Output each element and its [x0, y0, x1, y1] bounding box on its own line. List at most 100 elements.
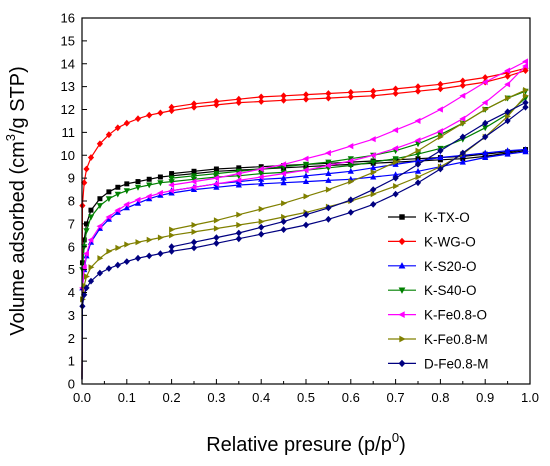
data-point	[213, 171, 220, 177]
data-point	[96, 140, 103, 148]
data-point	[235, 168, 242, 175]
data-point	[482, 106, 489, 113]
data-point	[83, 250, 89, 257]
data-point	[414, 161, 422, 168]
data-point	[302, 211, 310, 219]
data-point	[190, 178, 197, 185]
legend-entry: K-Fe0.8-M	[388, 332, 488, 347]
data-point	[191, 228, 198, 235]
data-point	[81, 291, 88, 299]
y-tick-label: 7	[68, 216, 75, 231]
data-point	[392, 171, 399, 178]
legend-marker	[399, 214, 405, 220]
data-point	[392, 161, 399, 167]
data-point	[482, 154, 489, 160]
x-tick-label: 0.4	[252, 390, 270, 405]
data-point	[190, 176, 198, 183]
data-point	[123, 258, 130, 265]
data-point	[325, 159, 332, 166]
data-point	[168, 187, 175, 194]
data-point	[157, 109, 164, 117]
data-point	[83, 228, 90, 235]
y-tick-label: 1	[68, 354, 75, 369]
data-point	[236, 221, 243, 229]
y-tick-label: 16	[61, 11, 75, 26]
data-point	[437, 106, 443, 113]
y-tick-label: 5	[68, 262, 75, 277]
data-point	[280, 170, 287, 177]
data-point	[190, 173, 198, 180]
x-tick-label: 0.9	[476, 390, 494, 405]
data-point	[146, 176, 152, 182]
legend-marker	[398, 262, 406, 269]
data-point	[325, 204, 332, 212]
data-point	[105, 196, 112, 203]
data-point	[97, 196, 103, 202]
data-point	[123, 188, 130, 195]
data-point	[459, 158, 466, 165]
data-point	[258, 180, 265, 187]
data-point	[280, 96, 287, 104]
legend-entry: K-S20-O	[388, 259, 477, 274]
legend-label: K-TX-O	[424, 210, 470, 225]
data-point	[504, 81, 511, 88]
data-point	[81, 237, 87, 243]
data-point	[81, 282, 88, 289]
data-point	[168, 247, 175, 255]
data-point	[369, 152, 376, 159]
data-point	[115, 244, 122, 251]
legend-marker	[399, 335, 406, 343]
data-point	[168, 179, 175, 185]
y-tick-label: 15	[61, 33, 75, 48]
data-point	[325, 149, 331, 157]
data-point	[481, 79, 488, 86]
data-point	[303, 193, 310, 200]
data-point	[169, 232, 175, 239]
x-tick-label: 0.2	[163, 390, 181, 405]
data-point	[522, 146, 529, 152]
data-point	[190, 244, 198, 252]
data-point	[213, 180, 219, 187]
data-point	[522, 64, 529, 72]
data-point	[213, 225, 220, 232]
plot-area	[82, 18, 530, 384]
data-point	[393, 159, 399, 166]
data-point	[80, 264, 87, 271]
data-point	[258, 218, 265, 225]
data-point	[157, 189, 163, 197]
y-tick-label: 11	[62, 125, 76, 140]
data-point	[414, 87, 422, 95]
data-point	[392, 145, 399, 152]
data-point	[302, 221, 310, 229]
data-point	[505, 113, 511, 120]
data-point	[459, 149, 466, 157]
data-point	[258, 175, 265, 182]
x-tick-label: 0.6	[342, 390, 360, 405]
data-point	[135, 179, 141, 185]
data-point	[235, 181, 242, 188]
axes: 0.0 0.1 0.2 0.3 0.4 0.5 0.6 0.7 0.8 0.9 1.00123456…	[61, 11, 540, 406]
data-point	[504, 108, 511, 116]
data-point	[347, 196, 354, 204]
y-tick-label: 0	[68, 377, 75, 392]
y-axis-label: Volume adsorbed (cm3/g STP)	[3, 66, 29, 336]
data-point	[414, 117, 421, 124]
data-point	[370, 92, 377, 100]
data-point	[236, 211, 243, 218]
data-point	[146, 111, 153, 119]
data-point	[347, 93, 354, 101]
data-point	[459, 115, 466, 122]
data-point	[114, 207, 121, 214]
data-point	[302, 167, 309, 174]
data-point	[392, 90, 399, 97]
data-point	[280, 92, 287, 100]
data-point	[114, 124, 121, 132]
data-point	[114, 261, 121, 269]
data-point	[437, 80, 444, 88]
y-tick-label: 9	[68, 171, 75, 186]
data-point	[347, 209, 354, 216]
data-point	[236, 165, 242, 171]
data-point	[235, 95, 242, 103]
data-point	[392, 85, 399, 93]
data-point	[482, 149, 489, 156]
